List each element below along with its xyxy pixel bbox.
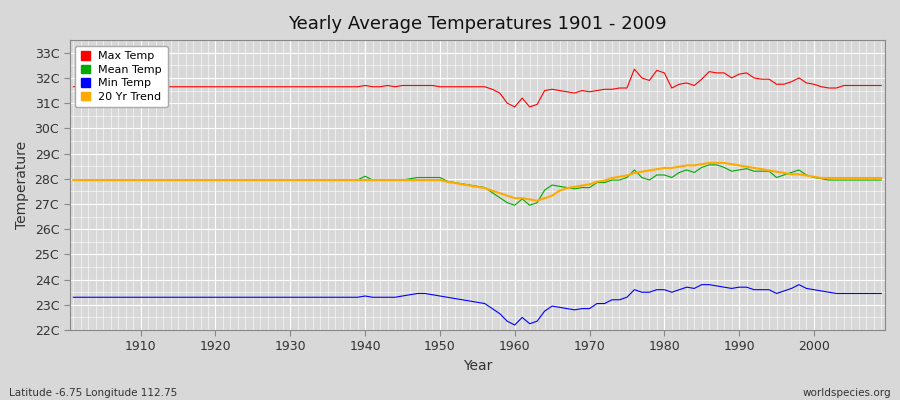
- Text: worldspecies.org: worldspecies.org: [803, 388, 891, 398]
- Title: Yearly Average Temperatures 1901 - 2009: Yearly Average Temperatures 1901 - 2009: [288, 15, 667, 33]
- X-axis label: Year: Year: [463, 359, 492, 373]
- Y-axis label: Temperature: Temperature: [15, 141, 29, 229]
- Legend: Max Temp, Mean Temp, Min Temp, 20 Yr Trend: Max Temp, Mean Temp, Min Temp, 20 Yr Tre…: [76, 46, 167, 107]
- Text: Latitude -6.75 Longitude 112.75: Latitude -6.75 Longitude 112.75: [9, 388, 177, 398]
